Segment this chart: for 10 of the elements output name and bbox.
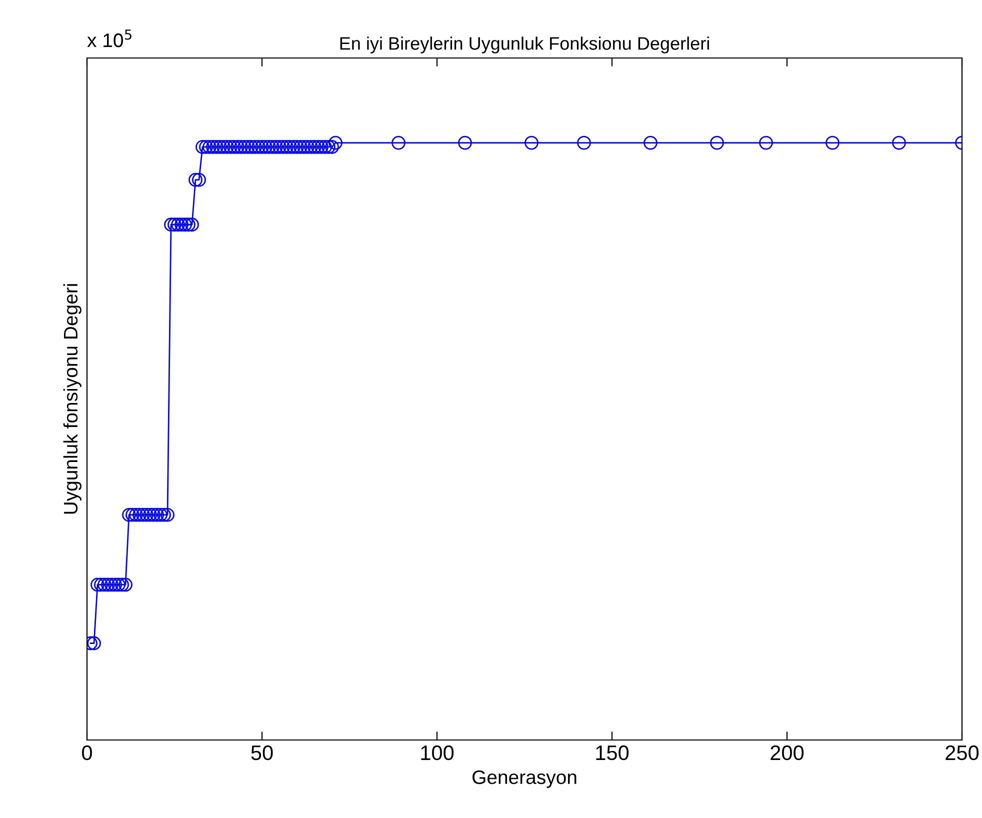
x-tick-label: 50 xyxy=(251,745,273,760)
x-tick-label: 0 xyxy=(82,745,92,760)
x-tick-label: 150 xyxy=(596,745,629,760)
x-axis-title: Generasyon xyxy=(472,770,576,788)
y-axis-title: Uygunluk fonsiyonu Degeri xyxy=(63,284,82,514)
chart-title: En iyi Bireylerin Uygunluk Fonksionu Degerleri xyxy=(340,36,709,54)
x-tick-label: 100 xyxy=(421,745,454,760)
x-tick-label: 250 xyxy=(946,745,979,760)
x-tick-label: 200 xyxy=(770,745,804,760)
text: x 10$^{5}$ xyxy=(87,30,132,48)
